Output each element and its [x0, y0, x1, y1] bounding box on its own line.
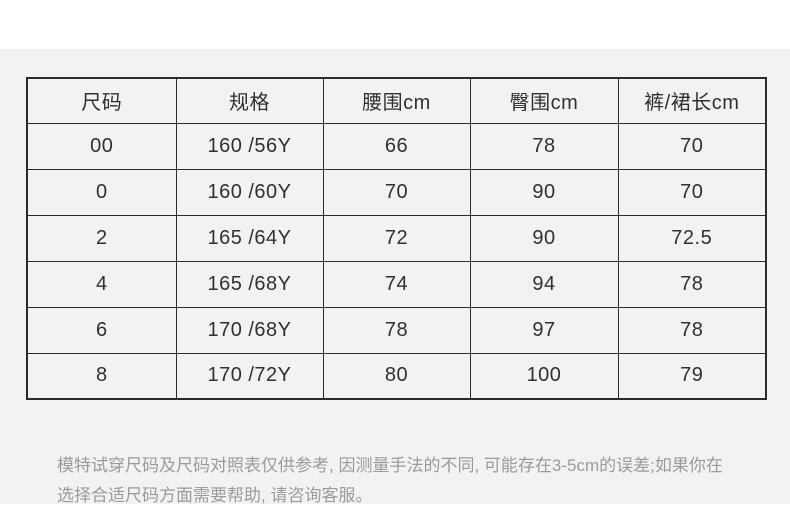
cell-spec: 160 /60Y — [175, 168, 324, 216]
top-white-strip — [0, 0, 790, 49]
header-hip: 臀围cm — [469, 77, 619, 124]
header-spec: 规格 — [175, 77, 324, 124]
cell-waist: 80 — [322, 352, 471, 400]
cell-size: 8 — [26, 352, 177, 400]
table-header-row: 尺码 规格 腰围cm 臀围cm 裤/裙长cm — [26, 77, 767, 124]
note-line-2: 选择合适尺码方面需要帮助, 请咨询客服。 — [57, 486, 373, 505]
cell-waist: 66 — [322, 122, 471, 170]
cell-size: 2 — [26, 214, 177, 262]
cell-hip: 78 — [469, 122, 619, 170]
cell-spec: 170 /68Y — [175, 306, 324, 354]
table-row: 0 160 /60Y 70 90 70 — [26, 168, 767, 216]
header-size: 尺码 — [26, 77, 177, 124]
header-waist: 腰围cm — [322, 77, 471, 124]
table-row: 00 160 /56Y 66 78 70 — [26, 122, 767, 170]
size-chart-table: 尺码 规格 腰围cm 臀围cm 裤/裙长cm 00 160 /56Y 66 78… — [26, 77, 767, 400]
cell-spec: 160 /56Y — [175, 122, 324, 170]
cell-size: 6 — [26, 306, 177, 354]
cell-waist: 78 — [322, 306, 471, 354]
header-pants-skirt-length: 裤/裙长cm — [617, 77, 767, 124]
cell-size: 00 — [26, 122, 177, 170]
cell-length: 78 — [617, 306, 767, 354]
cell-hip: 90 — [469, 168, 619, 216]
cell-hip: 94 — [469, 260, 619, 308]
table-row: 6 170 /68Y 78 97 78 — [26, 306, 767, 354]
cell-waist: 70 — [322, 168, 471, 216]
cell-waist: 74 — [322, 260, 471, 308]
cell-spec: 170 /72Y — [175, 352, 324, 400]
cell-hip: 97 — [469, 306, 619, 354]
cell-length: 79 — [617, 352, 767, 400]
cell-spec: 165 /64Y — [175, 214, 324, 262]
table-row: 8 170 /72Y 80 100 79 — [26, 352, 767, 400]
cell-length: 72.5 — [617, 214, 767, 262]
cell-spec: 165 /68Y — [175, 260, 324, 308]
cell-hip: 100 — [469, 352, 619, 400]
note-line-1: 模特试穿尺码及尺码对照表仅供参考, 因测量手法的不同, 可能存在3-5cm的误差… — [57, 456, 723, 475]
table-row: 2 165 /64Y 72 90 72.5 — [26, 214, 767, 262]
cell-size: 0 — [26, 168, 177, 216]
cell-hip: 90 — [469, 214, 619, 262]
size-chart-section: 尺码 规格 腰围cm 臀围cm 裤/裙长cm 00 160 /56Y 66 78… — [0, 49, 790, 505]
cell-size: 4 — [26, 260, 177, 308]
cell-length: 78 — [617, 260, 767, 308]
cell-length: 70 — [617, 122, 767, 170]
cell-length: 70 — [617, 168, 767, 216]
size-disclaimer-note: 模特试穿尺码及尺码对照表仅供参考, 因测量手法的不同, 可能存在3-5cm的误差… — [57, 451, 757, 511]
cell-waist: 72 — [322, 214, 471, 262]
table-row: 4 165 /68Y 74 94 78 — [26, 260, 767, 308]
